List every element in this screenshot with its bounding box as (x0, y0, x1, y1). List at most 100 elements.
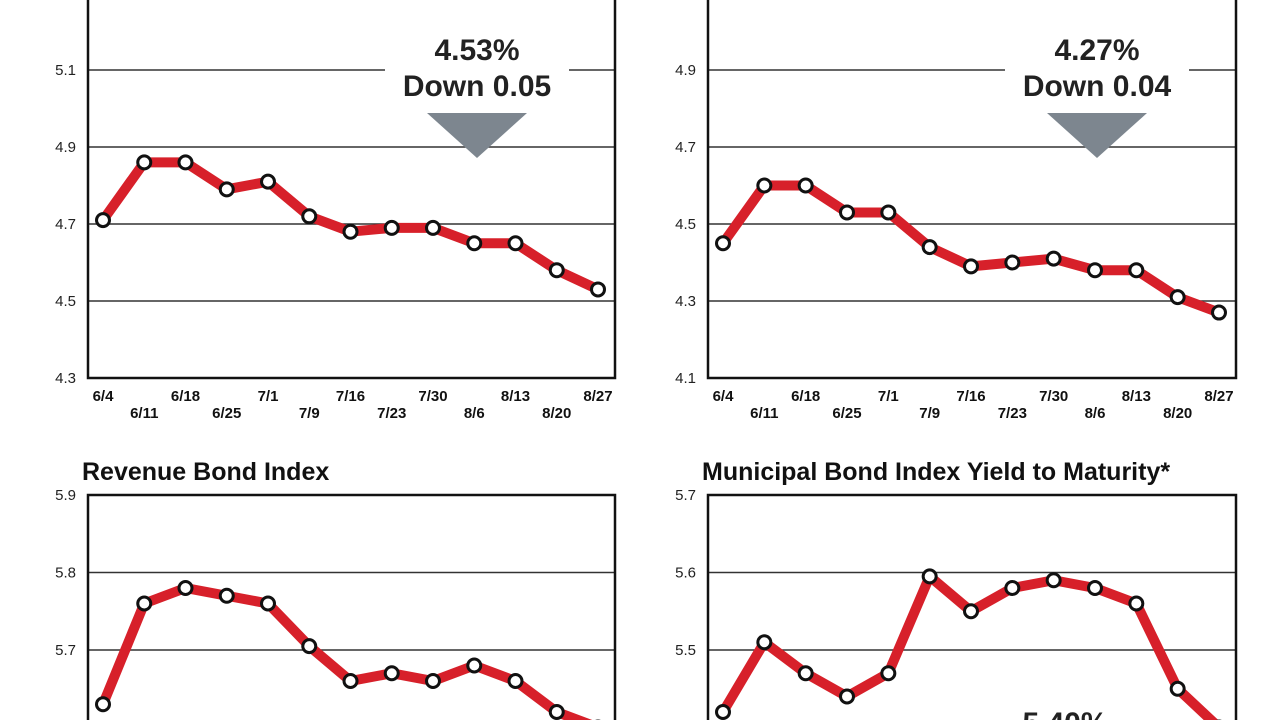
x-tick-label: 7/9 (299, 405, 320, 422)
chart-title: Revenue Bond Index (82, 458, 329, 486)
data-point (507, 673, 524, 689)
data-point (839, 688, 855, 705)
down-arrow (427, 113, 527, 158)
data-point (95, 696, 111, 713)
data-point (466, 657, 483, 674)
x-tick-label: 8/20 (542, 405, 571, 422)
data-point (880, 204, 897, 221)
data-line (718, 571, 1219, 720)
x-tick-label: 6/25 (832, 405, 861, 422)
x-tick-label: 7/16 (956, 388, 985, 405)
data-point (1128, 595, 1145, 612)
data-point (963, 603, 979, 620)
x-tick-label: 6/4 (713, 388, 735, 405)
chart-title: Municipal Bond Index Yield to Maturity* (702, 458, 1170, 486)
x-tick-label: 7/30 (1039, 388, 1068, 405)
data-point (1087, 262, 1103, 279)
annotation-text: 4.53% (434, 34, 519, 67)
charts: 4.34.54.74.95.16/46/116/186/257/17/97/16… (55, 0, 1238, 720)
x-tick-label: 8/13 (1122, 388, 1151, 405)
y-tick-label: 4.3 (675, 293, 696, 310)
data-point (1211, 304, 1227, 321)
down-arrow (1047, 113, 1147, 158)
x-tick-label: 8/27 (583, 388, 612, 405)
data-point (715, 235, 731, 252)
data-point (136, 595, 153, 612)
data-point (1169, 289, 1186, 306)
data-point (756, 177, 773, 194)
plot-frame (86, 493, 617, 720)
y-tick-label: 4.9 (55, 139, 76, 156)
data-point (797, 177, 814, 194)
annotation-bg (1005, 30, 1189, 106)
x-tick-label: 8/20 (1163, 405, 1192, 422)
data-point (260, 595, 276, 612)
y-tick-label: 4.3 (55, 370, 76, 387)
x-tick-label: 8/6 (464, 405, 485, 422)
x-tick-label: 6/11 (750, 405, 778, 422)
data-point (136, 154, 153, 171)
data-point (548, 262, 565, 279)
x-tick-label: 6/18 (171, 388, 200, 405)
annotation-text: Down 0.05 (403, 70, 551, 103)
x-tick-label: 6/11 (130, 405, 158, 422)
y-tick-label: 4.5 (55, 293, 76, 310)
data-line (98, 583, 593, 720)
data-point (177, 580, 194, 596)
data-point (756, 634, 773, 651)
y-tick-label: 5.5 (675, 642, 696, 659)
x-tick-label: 6/25 (212, 405, 241, 422)
y-tick-label: 5.7 (675, 487, 696, 504)
x-tick-label: 7/1 (878, 388, 899, 405)
data-point (921, 568, 938, 585)
x-tick-label: 8/13 (501, 388, 530, 405)
data-point (963, 258, 979, 275)
y-tick-label: 5.7 (55, 642, 76, 659)
data-point (260, 173, 276, 190)
data-point (839, 204, 855, 221)
data-line (718, 180, 1221, 318)
x-tick-label: 8/27 (1204, 388, 1233, 405)
y-tick-label: 5.1 (55, 62, 76, 79)
data-point (95, 212, 111, 229)
y-tick-label: 4.1 (675, 370, 696, 387)
annotation-text: 4.27% (1054, 34, 1139, 67)
x-tick-label: 6/18 (791, 388, 820, 405)
data-point (301, 208, 318, 225)
annotation-bg (385, 30, 569, 106)
data-point (1004, 254, 1021, 271)
data-point (383, 665, 400, 682)
y-tick-label: 5.9 (55, 487, 76, 504)
annotation-text: 5.40% (1022, 707, 1107, 720)
data-point (548, 704, 565, 720)
data-point (1087, 580, 1103, 596)
plot-frame (86, 0, 617, 380)
plot-frame (706, 493, 1238, 720)
data-point (301, 638, 318, 655)
data-point (1004, 580, 1021, 596)
data-point (1169, 680, 1186, 697)
data-point (342, 223, 359, 240)
data-point (880, 665, 897, 682)
data-point (466, 235, 483, 252)
y-tick-label: 4.9 (675, 62, 696, 79)
data-point (507, 235, 524, 252)
annotation-text: Down 0.04 (1023, 70, 1172, 103)
data-point (218, 181, 235, 198)
plot-frame (706, 0, 1238, 380)
x-tick-label: 7/1 (258, 388, 279, 405)
x-tick-label: 7/30 (418, 388, 447, 405)
data-point (425, 219, 441, 236)
data-point (797, 665, 814, 682)
y-tick-label: 4.7 (55, 216, 76, 233)
data-point (715, 704, 731, 720)
data-point (177, 154, 194, 171)
data-point (342, 673, 359, 689)
y-tick-label: 5.6 (675, 565, 696, 582)
y-tick-label: 4.7 (675, 139, 696, 156)
x-tick-label: 7/9 (919, 405, 940, 422)
data-point (1128, 262, 1145, 279)
y-tick-label: 5.8 (55, 565, 76, 582)
